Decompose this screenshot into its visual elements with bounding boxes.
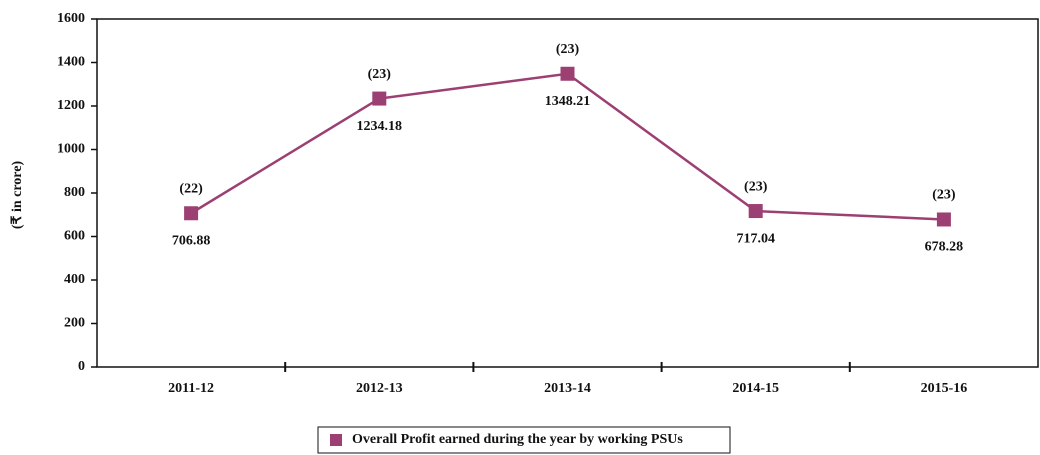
data-label: 706.88 xyxy=(172,233,211,248)
annotation: (22) xyxy=(179,181,203,196)
x-tick-label: 2013-14 xyxy=(544,381,591,396)
marker xyxy=(372,91,387,106)
legend-frame xyxy=(317,426,731,454)
y-tick-label: 800 xyxy=(64,185,85,200)
y-tick-label: 400 xyxy=(64,272,85,287)
legend-label: Overall Profit earned during the year by… xyxy=(352,432,683,447)
marker xyxy=(560,66,575,81)
x-tick-label: 2011-12 xyxy=(168,381,214,396)
data-label: 678.28 xyxy=(925,240,964,255)
y-tick-label: 1200 xyxy=(57,98,85,113)
annotation: (23) xyxy=(932,188,956,203)
legend: Overall Profit earned during the year by… xyxy=(317,426,731,454)
x-tick-label: 2012-13 xyxy=(356,381,403,396)
y-tick-label: 600 xyxy=(64,229,85,244)
x-tick-label: 2014-15 xyxy=(732,381,779,396)
annotation: (23) xyxy=(556,42,580,57)
data-label: 1348.21 xyxy=(545,94,591,109)
annotation: (23) xyxy=(368,67,392,82)
marker xyxy=(184,206,199,221)
marker xyxy=(748,204,763,219)
data-label: 1234.18 xyxy=(357,119,403,134)
y-tick-label: 200 xyxy=(64,316,85,331)
y-tick-label: 1600 xyxy=(57,11,85,26)
x-tick-label: 2015-16 xyxy=(921,381,968,396)
y-axis-label: (₹ in crore) xyxy=(10,161,25,230)
y-tick-label: 1000 xyxy=(57,142,85,157)
legend-swatch xyxy=(330,434,342,446)
y-tick-label: 1400 xyxy=(57,55,85,70)
marker xyxy=(936,212,951,227)
y-tick-label: 0 xyxy=(78,359,85,374)
annotation: (23) xyxy=(744,179,768,194)
data-label: 717.04 xyxy=(736,231,775,246)
